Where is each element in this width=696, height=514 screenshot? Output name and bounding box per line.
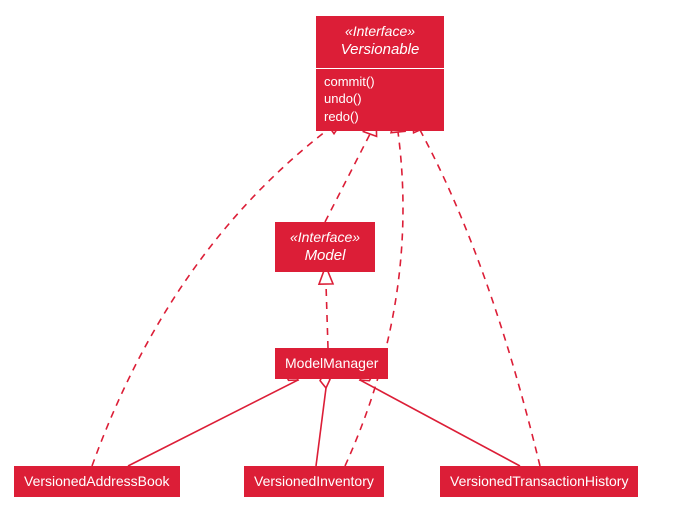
node-model: «Interface» Model: [275, 222, 375, 272]
node-versioned-address-book: VersionedAddressBook: [14, 466, 180, 497]
edge-vab-to-versionable: [92, 112, 349, 466]
node-versionable: «Interface» Versionable commit() undo() …: [316, 16, 444, 131]
edge-mm-agg-vab: [128, 368, 301, 466]
model-name: Model: [285, 246, 365, 266]
edge-vth-to-versionable: [406, 111, 540, 466]
method-undo: undo(): [324, 90, 436, 108]
edge-modelmanager-to-model: [319, 266, 333, 348]
vth-name: VersionedTransactionHistory: [450, 473, 628, 489]
modelmanager-name: ModelManager: [285, 355, 378, 371]
model-stereotype: «Interface»: [285, 228, 365, 246]
versionable-methods: commit() undo() redo(): [316, 71, 444, 132]
method-commit: commit(): [324, 73, 436, 91]
versionable-name: Versionable: [324, 40, 436, 60]
vinv-name: VersionedInventory: [254, 473, 374, 489]
versionable-stereotype: «Interface»: [324, 22, 436, 40]
edge-mm-agg-vth: [358, 368, 520, 466]
vab-name: VersionedAddressBook: [24, 473, 170, 489]
node-versioned-inventory: VersionedInventory: [244, 466, 384, 497]
versionable-divider: [316, 68, 444, 69]
method-redo: redo(): [324, 108, 436, 126]
edge-vinv-to-versionable: [345, 113, 405, 466]
node-modelmanager: ModelManager: [275, 348, 388, 379]
edge-mm-agg-vinv: [316, 372, 331, 466]
node-versioned-transaction-history: VersionedTransactionHistory: [440, 466, 638, 497]
